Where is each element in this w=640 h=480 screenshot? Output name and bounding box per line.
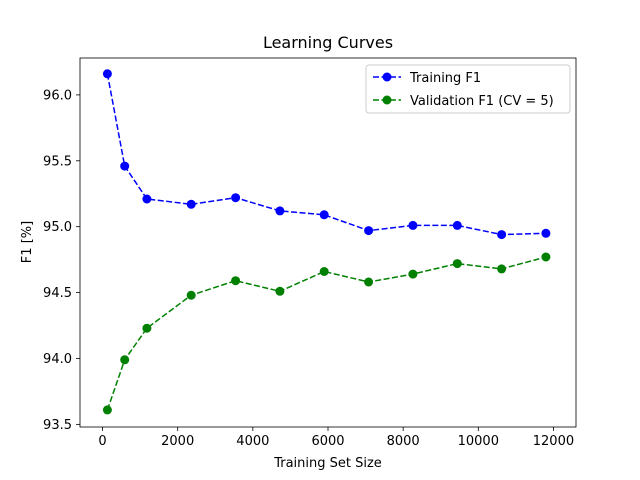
data-point-series0-1 — [120, 161, 130, 171]
x-tick-label: 10000 — [458, 434, 499, 449]
data-point-series1-6 — [319, 267, 329, 276]
x-tick-label: 2000 — [161, 434, 194, 449]
data-point-series0-7 — [364, 226, 374, 236]
legend-marker-1 — [382, 95, 392, 105]
y-tick-label: 95.0 — [43, 220, 72, 235]
data-point-series0-4 — [231, 193, 241, 203]
series-line-1 — [106, 256, 547, 411]
data-point-series0-3 — [186, 199, 196, 209]
legend-frame — [365, 64, 571, 114]
y-axis-title: F1 [%] — [20, 221, 35, 263]
y-tick-label: 94.5 — [43, 286, 72, 301]
y-tick-label: 96.0 — [43, 88, 72, 103]
data-point-series1-11 — [541, 252, 551, 262]
y-tick-label: 95.5 — [43, 154, 72, 169]
data-point-series1-7 — [364, 277, 374, 287]
data-point-series0-6 — [319, 210, 329, 220]
y-tick-label: 94.0 — [43, 352, 72, 367]
data-point-series1-2 — [142, 323, 152, 333]
legend: Training F1 Validation F1 (CV = 5) — [365, 64, 571, 114]
legend-marker-0 — [382, 72, 392, 82]
data-point-series1-5 — [275, 286, 285, 296]
legend-label-1: Validation F1 (CV = 5) — [410, 94, 554, 109]
legend-label-0: Training F1 — [409, 71, 481, 86]
data-point-series0-9 — [452, 220, 462, 230]
series-line-0 — [106, 73, 546, 236]
data-point-series0-2 — [142, 194, 152, 204]
data-point-series1-4 — [231, 276, 241, 286]
y-tick-label: 93.5 — [43, 418, 72, 433]
data-point-series1-1 — [120, 355, 130, 365]
data-point-series1-0 — [102, 405, 112, 415]
x-tick-label: 4000 — [236, 434, 269, 449]
data-point-series0-8 — [408, 220, 418, 230]
data-point-series0-10 — [497, 230, 507, 240]
data-point-series1-8 — [408, 269, 418, 279]
chart-title: Learning Curves — [263, 33, 393, 52]
x-tick-label: 0 — [98, 434, 106, 449]
x-tick-label: 6000 — [311, 434, 344, 449]
x-tick-label: 12000 — [533, 434, 574, 449]
data-point-series0-11 — [541, 228, 551, 238]
data-point-series1-3 — [186, 290, 196, 300]
data-point-series0-0 — [102, 69, 112, 79]
x-axis-title: Training Set Size — [273, 456, 382, 471]
data-point-series0-5 — [275, 206, 285, 216]
data-point-series1-9 — [452, 259, 462, 269]
data-point-series1-10 — [497, 264, 507, 274]
x-tick-label: 8000 — [387, 434, 420, 449]
